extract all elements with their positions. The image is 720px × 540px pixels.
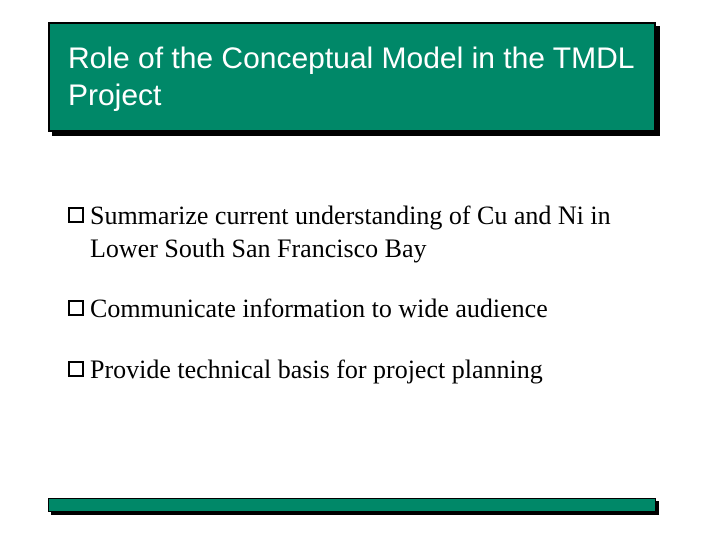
footer-bar xyxy=(48,498,656,512)
bullet-text: Summarize current understanding of Cu an… xyxy=(90,200,658,265)
slide-title: Role of the Conceptual Model in the TMDL… xyxy=(68,40,636,115)
list-item: Communicate information to wide audience xyxy=(68,293,658,326)
square-bullet-icon xyxy=(68,300,84,316)
bullet-text: Provide technical basis for project plan… xyxy=(90,354,543,387)
bullet-list: Summarize current understanding of Cu an… xyxy=(68,200,658,414)
list-item: Summarize current understanding of Cu an… xyxy=(68,200,658,265)
list-item: Provide technical basis for project plan… xyxy=(68,354,658,387)
square-bullet-icon xyxy=(68,207,84,223)
title-box: Role of the Conceptual Model in the TMDL… xyxy=(48,22,656,132)
square-bullet-icon xyxy=(68,361,84,377)
bullet-text: Communicate information to wide audience xyxy=(90,293,548,326)
